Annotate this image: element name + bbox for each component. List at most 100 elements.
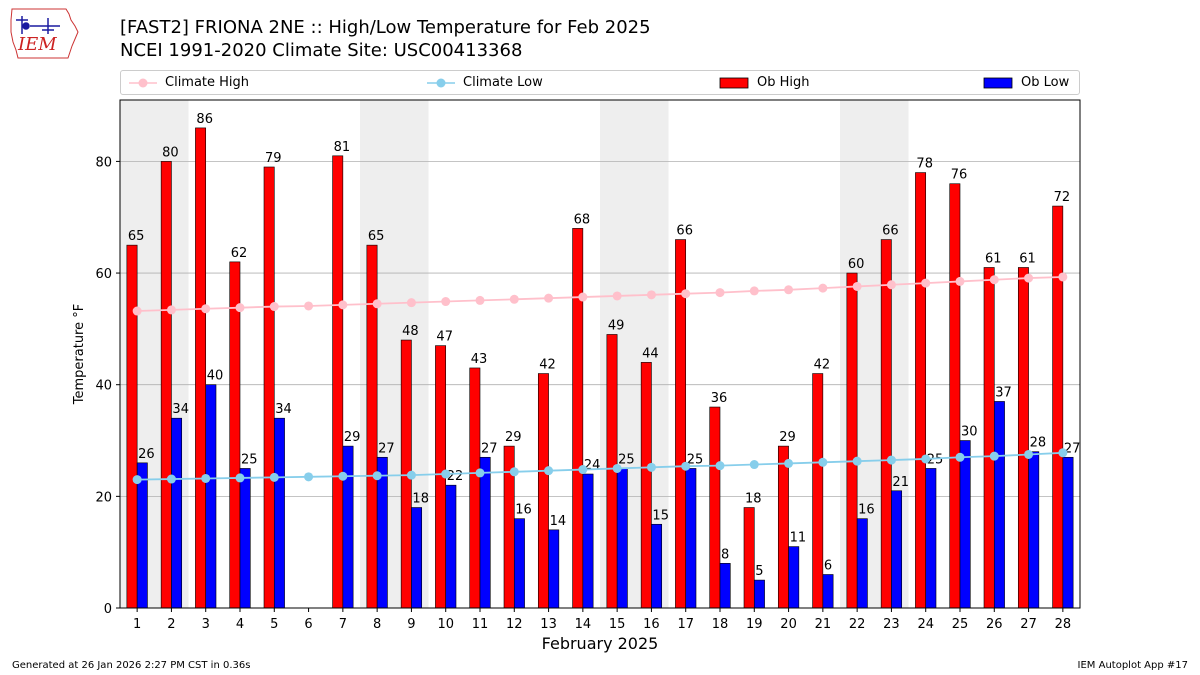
climate-low-point <box>201 473 211 483</box>
y-axis-label: Temperature °F <box>72 304 87 405</box>
climate-low-point <box>749 460 759 470</box>
climate-high-point <box>1058 272 1068 282</box>
climate-low-point <box>1058 448 1068 458</box>
ob-low-bar <box>651 523 663 609</box>
ob-high-bar <box>229 261 241 609</box>
climate-low-point <box>372 471 382 481</box>
ob-high-bar <box>332 155 344 609</box>
x-tick-label: 23 <box>883 617 900 632</box>
climate-low-point <box>852 456 862 466</box>
y-tick-label: 0 <box>104 602 112 617</box>
ob-high-label: 80 <box>162 145 179 160</box>
x-tick-label: 25 <box>952 617 969 632</box>
x-tick-label: 8 <box>373 617 381 632</box>
ob-low-bar <box>788 546 800 609</box>
ob-high-label: 65 <box>368 229 385 244</box>
x-axis-label: February 2025 <box>542 634 659 653</box>
y-tick-label: 80 <box>95 155 112 170</box>
climate-high-point <box>509 294 519 304</box>
ob-high-label: 42 <box>539 358 556 373</box>
climate-low-point <box>304 472 314 482</box>
ob-low-bar <box>582 473 594 609</box>
ob-high-label: 76 <box>951 168 968 183</box>
ob-high-bar <box>435 345 447 609</box>
ob-low-label: 34 <box>275 402 292 417</box>
y-tick-label: 40 <box>95 379 112 394</box>
ob-low-label: 16 <box>858 503 875 518</box>
x-tick-label: 20 <box>780 617 797 632</box>
x-tick-label: 28 <box>1055 617 1072 632</box>
ob-high-label: 62 <box>231 246 248 261</box>
climate-high-point <box>201 304 211 314</box>
ob-high-bar <box>263 166 275 609</box>
ob-high-bar <box>1017 267 1029 609</box>
climate-low-point <box>132 475 142 485</box>
x-tick-label: 3 <box>202 617 210 632</box>
x-tick-label: 5 <box>270 617 278 632</box>
x-tick-label: 9 <box>407 617 415 632</box>
x-tick-label: 16 <box>643 617 660 632</box>
ob-high-label: 29 <box>779 430 796 445</box>
logo-text: IEM <box>17 34 57 55</box>
climate-high-point <box>475 295 485 305</box>
ob-low-label: 11 <box>790 531 807 546</box>
ob-high-label: 78 <box>916 157 933 172</box>
ob-high-bar <box>537 373 549 609</box>
climate-low-point <box>269 472 279 482</box>
climate-low-point <box>921 454 931 464</box>
ob-low-label: 27 <box>481 441 498 456</box>
climate-low-point <box>406 470 416 480</box>
climate-high-point <box>235 303 245 313</box>
x-tick-label: 1 <box>133 617 141 632</box>
x-tick-label: 15 <box>609 617 626 632</box>
ob-high-bar <box>606 334 618 609</box>
ob-high-label: 42 <box>814 358 831 373</box>
ob-low-bar <box>856 518 868 609</box>
x-tick-label: 19 <box>746 617 763 632</box>
ob-high-label: 79 <box>265 151 282 166</box>
ob-low-bar <box>959 440 971 609</box>
x-tick-label: 2 <box>167 617 175 632</box>
x-tick-label: 21 <box>815 617 832 632</box>
ob-high-bar <box>743 507 755 609</box>
ob-low-bar <box>753 579 765 609</box>
x-tick-label: 6 <box>304 617 312 632</box>
legend-label: Climate Low <box>463 75 543 90</box>
ob-high-bar <box>400 339 412 609</box>
ob-high-label: 61 <box>985 251 1002 266</box>
ob-low-bar <box>171 417 183 609</box>
ob-low-label: 5 <box>755 564 763 579</box>
climate-low-point <box>612 463 622 473</box>
climate-low-point <box>166 474 176 484</box>
ob-low-label: 30 <box>961 425 978 440</box>
climate-high-point <box>544 293 554 303</box>
weather-station-icon <box>16 16 60 34</box>
ob-low-label: 40 <box>207 369 224 384</box>
ob-high-bar <box>812 373 824 609</box>
climate-high-line <box>137 276 1063 312</box>
ob-high-label: 44 <box>642 346 659 361</box>
ob-low-bar <box>342 445 354 609</box>
y-tick-label: 60 <box>95 267 112 282</box>
climate-high-point <box>1024 273 1034 283</box>
ob-low-bar <box>1028 451 1040 609</box>
ob-high-bar <box>572 228 584 609</box>
ob-high-swatch-icon <box>719 77 749 88</box>
climate-high-point <box>818 283 828 293</box>
ob-high-bar <box>949 183 961 609</box>
ob-low-bar <box>685 468 697 609</box>
ob-high-label: 68 <box>574 212 591 227</box>
ob-high-label: 47 <box>436 330 453 345</box>
climate-high-point <box>612 291 622 301</box>
climate-low-point <box>715 461 725 471</box>
x-tick-label: 22 <box>849 617 866 632</box>
ob-high-bar <box>640 362 652 609</box>
x-tick-label: 18 <box>712 617 729 632</box>
ob-low-bar <box>891 490 903 609</box>
climate-high-point <box>441 297 451 307</box>
ob-low-bar <box>616 468 628 609</box>
climate-high-point <box>715 288 725 298</box>
chart-subtitle: NCEI 1991-2020 Climate Site: USC00413368 <box>120 40 523 61</box>
x-tick-label: 10 <box>437 617 454 632</box>
